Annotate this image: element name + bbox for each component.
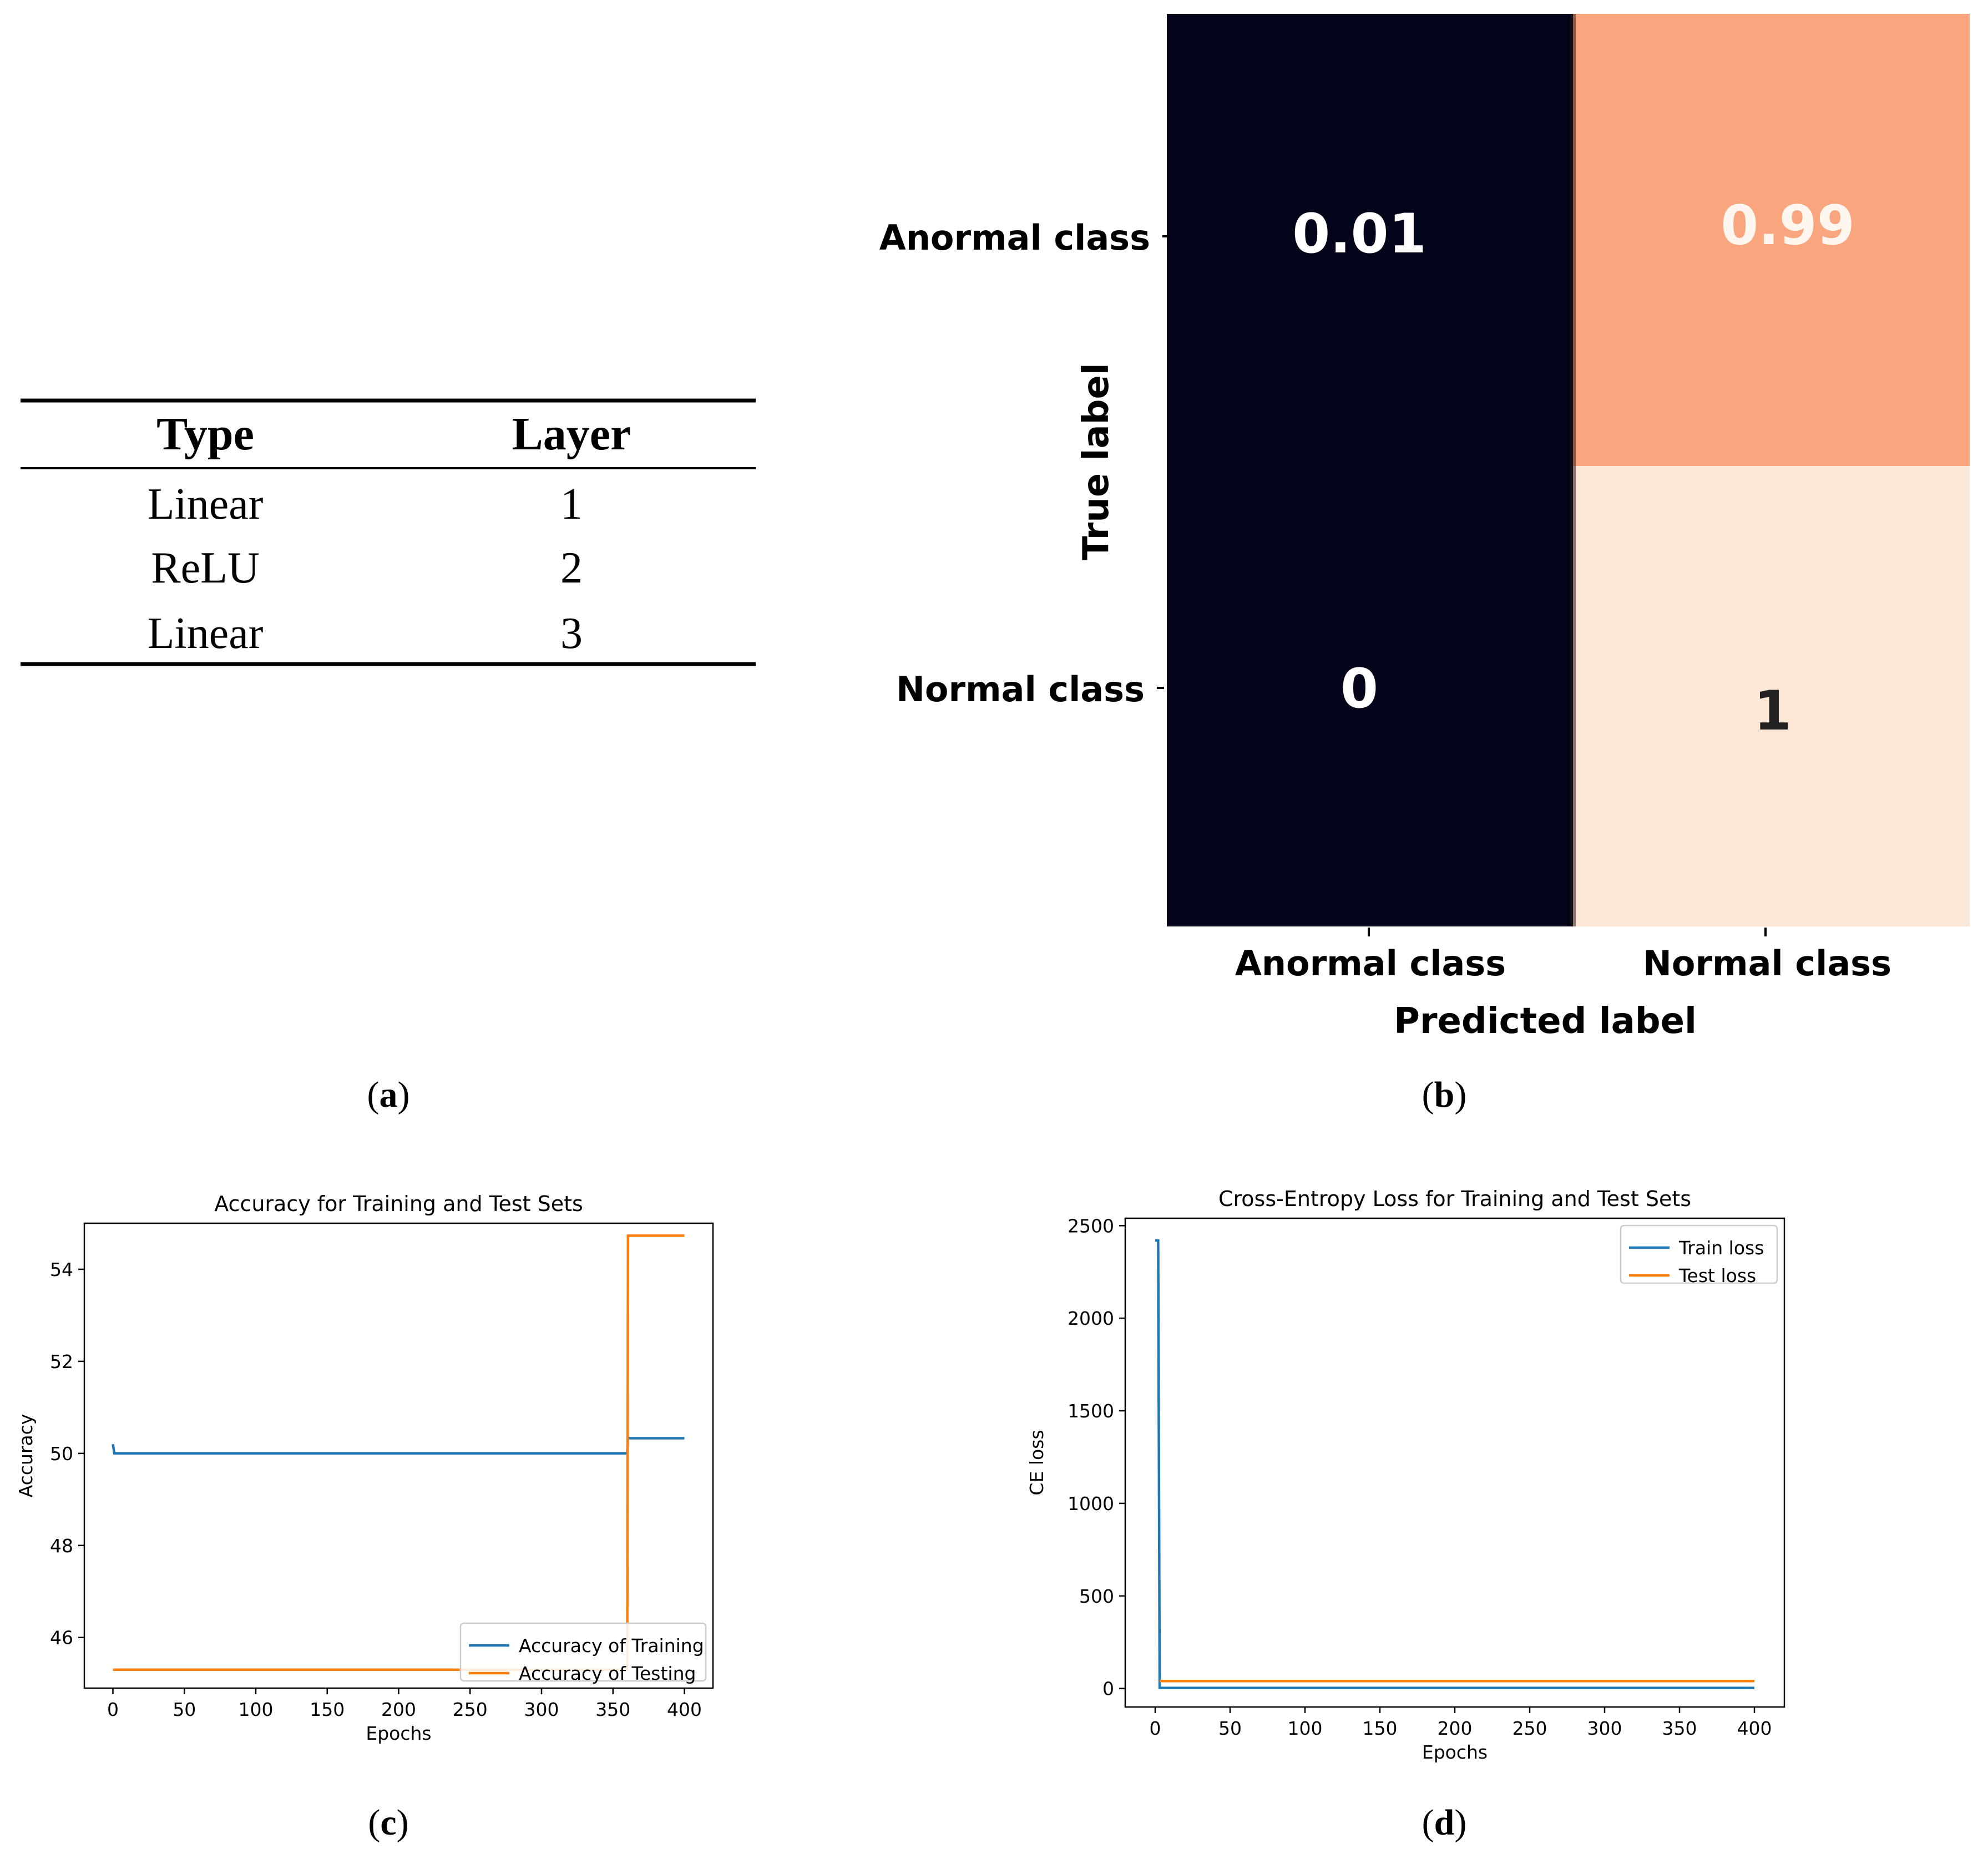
- series-line: [112, 1437, 685, 1455]
- x-tick-label: 400: [667, 1699, 702, 1720]
- y-ticks: 46 48 50 52 54: [50, 1259, 84, 1649]
- y-tick-label: Normal class: [896, 669, 1145, 710]
- column-divider: [1570, 14, 1576, 926]
- x-tick-label: 150: [1363, 1718, 1398, 1739]
- legend: Train loss Test loss: [1620, 1224, 1778, 1286]
- heatmap-cell: [1573, 466, 1970, 926]
- table-cell: Linear: [148, 609, 264, 658]
- legend-box: [1620, 1224, 1778, 1284]
- y-tick-label: 50: [50, 1443, 73, 1465]
- y-tick-label: 500: [1079, 1585, 1114, 1607]
- confusion-matrix: 0.01 0.99 0 1 Anormal class Normal class Anorm…: [879, 14, 1970, 1042]
- y-tick-label: 1500: [1068, 1400, 1114, 1422]
- table-cell: 3: [560, 609, 583, 658]
- y-tick-label: 54: [50, 1259, 73, 1280]
- heatmap-cell-label: 0.99: [1721, 194, 1855, 257]
- panel-label-c: (c): [368, 1802, 408, 1843]
- table-header-layer: Layer: [512, 408, 631, 460]
- legend-label: Accuracy of Training: [519, 1635, 704, 1657]
- heatmap-cell-label: 1: [1754, 680, 1792, 743]
- table-cell: ReLU: [151, 544, 260, 592]
- x-tick-label: 350: [595, 1699, 630, 1720]
- x-tick-label: Anormal class: [1235, 943, 1506, 984]
- x-tick-label: 200: [1438, 1718, 1473, 1739]
- x-tick-label: 0: [107, 1699, 119, 1720]
- x-tick-label: 300: [1587, 1718, 1622, 1739]
- x-tick-label: 50: [173, 1699, 196, 1720]
- y-tick-label: Anormal class: [879, 217, 1150, 258]
- series-line: [1155, 1239, 1754, 1689]
- y-tick-label: 1000: [1068, 1493, 1114, 1514]
- heatmap-cell: [1167, 14, 1573, 466]
- chart-title: Accuracy for Training and Test Sets: [214, 1192, 583, 1216]
- y-axis-label: True label: [1076, 363, 1117, 560]
- legend-label: Accuracy of Testing: [519, 1663, 696, 1684]
- table-row: Linear 1: [148, 480, 583, 529]
- heatmap-cell: [1167, 466, 1573, 926]
- y-tick-label: 48: [50, 1535, 73, 1557]
- y-tick-label: 52: [50, 1351, 73, 1372]
- x-tick-label: 50: [1218, 1718, 1242, 1739]
- y-tick-label: 0: [1102, 1678, 1114, 1700]
- x-tick-label: 100: [1288, 1718, 1323, 1739]
- x-tick-label: 350: [1662, 1718, 1697, 1739]
- heatmap-cell-label: 0: [1340, 657, 1378, 721]
- panel-label-c-text: (c): [368, 1802, 408, 1843]
- y-axis-label: CE loss: [1026, 1430, 1048, 1495]
- x-tick-label: 300: [524, 1699, 559, 1720]
- y-ticks: 0 500 1000 1500 2000 2500: [1068, 1215, 1125, 1700]
- x-ticks: 0 50 100 150 200 250 300 350 400: [1150, 1707, 1772, 1739]
- x-tick-label: Normal class: [1643, 943, 1891, 984]
- x-tick-label: 250: [453, 1699, 488, 1720]
- heatmap-cell-label: 0.01: [1292, 202, 1426, 266]
- legend-label: Train loss: [1678, 1237, 1764, 1259]
- x-tick-label: 250: [1513, 1718, 1547, 1739]
- table-header-type: Type: [156, 408, 254, 460]
- plot-frame: [83, 1222, 714, 1689]
- x-axis-label: Epochs: [1422, 1741, 1488, 1763]
- panel-label-b-text: (b): [1422, 1075, 1467, 1115]
- panel-label-d-text: (d): [1422, 1802, 1467, 1843]
- legend-box: [459, 1622, 707, 1682]
- panel-label-b: (b): [1422, 1075, 1467, 1115]
- x-tick-label: 200: [381, 1699, 416, 1720]
- panel-label-a: (a): [367, 1075, 410, 1115]
- panel-label-d: (d): [1422, 1802, 1467, 1843]
- x-axis-label: Predicted label: [1394, 1001, 1697, 1042]
- y-tick-label: 2000: [1068, 1308, 1114, 1329]
- table-row: ReLU 2: [151, 544, 583, 592]
- x-tick-label: 0: [1150, 1718, 1161, 1739]
- x-tick-label: 100: [239, 1699, 274, 1720]
- plot-frame: [1124, 1217, 1785, 1708]
- table-cell: 1: [560, 480, 583, 529]
- accuracy-chart: Accuracy for Training and Test Sets 0 50 10…: [15, 1192, 714, 1744]
- legend: Accuracy of Training Accuracy of Testing: [459, 1622, 707, 1684]
- x-tick-label: 400: [1737, 1718, 1772, 1739]
- table-cell: 2: [560, 544, 583, 592]
- table-cell: Linear: [148, 480, 264, 529]
- x-axis-label: Epochs: [366, 1723, 431, 1744]
- x-ticks: 0 50 100 150 200 250 300 350 400: [107, 1688, 702, 1720]
- y-tick-label: 2500: [1068, 1215, 1114, 1237]
- panel-label-a-text: (a): [367, 1075, 410, 1115]
- x-tick-label: 150: [310, 1699, 345, 1720]
- layer-table: Type Layer Linear 1 ReLU 2 Linear 3: [21, 398, 756, 666]
- heatmap-cell: [1573, 14, 1970, 466]
- loss-chart: Cross-Entropy Loss for Training and Test…: [1026, 1187, 1785, 1763]
- y-tick-label: 46: [50, 1627, 73, 1649]
- y-axis-label: Accuracy: [15, 1414, 37, 1498]
- legend-label: Test loss: [1678, 1265, 1756, 1286]
- chart-title: Cross-Entropy Loss for Training and Test…: [1218, 1187, 1691, 1211]
- table-row: Linear 3: [148, 609, 583, 658]
